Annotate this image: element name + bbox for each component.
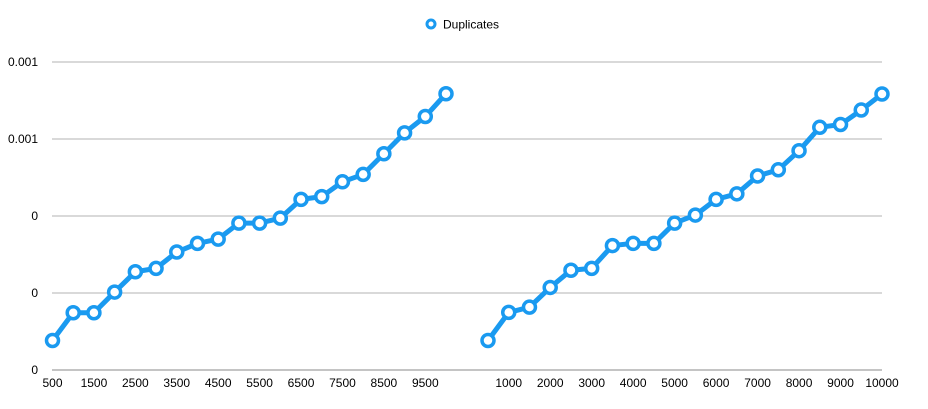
data-point — [106, 284, 123, 300]
data-point — [189, 235, 206, 252]
data-point — [169, 244, 185, 260]
data-point — [770, 162, 787, 178]
data-point — [480, 332, 496, 349]
data-point — [583, 260, 600, 277]
data-point — [646, 235, 662, 252]
x-tick-label: 4500 — [205, 376, 232, 390]
data-point — [791, 142, 807, 159]
data-point — [293, 191, 309, 208]
data-point — [231, 215, 247, 231]
data-point — [376, 146, 392, 162]
data-point — [729, 186, 745, 202]
data-point — [687, 207, 704, 223]
data-point — [874, 86, 890, 102]
x-tick-label: 5000 — [661, 376, 688, 390]
x-tick-label: 6000 — [703, 376, 730, 390]
x-tick-label: 3500 — [163, 376, 190, 390]
data-point — [65, 304, 81, 321]
y-axis-tick-labels: 0 0 0 0.001 0.001 — [8, 55, 38, 377]
y-tick-label: 0.001 — [8, 55, 38, 69]
data-point — [251, 215, 268, 231]
x-tick-label: 7500 — [329, 376, 356, 390]
gridlines — [52, 61, 882, 371]
x-tick-label: 4000 — [620, 376, 647, 390]
x-tick-label: 2000 — [537, 376, 564, 390]
data-point — [86, 304, 102, 321]
data-point — [396, 125, 413, 141]
y-tick-label: 0 — [31, 286, 38, 300]
y-tick-label: 0.001 — [8, 132, 38, 146]
data-point — [417, 108, 434, 125]
data-point — [272, 210, 289, 226]
x-tick-label: 500 — [42, 376, 62, 390]
x-axis-tick-labels: 500 1500 2500 3500 4500 5500 6500 7500 8500 9500 1… — [42, 376, 899, 390]
x-tick-label: 9000 — [827, 376, 854, 390]
series-duplicates — [44, 85, 890, 349]
legend: Duplicates — [425, 18, 499, 32]
legend-marker — [425, 18, 437, 30]
x-tick-label: 2500 — [122, 376, 149, 390]
x-tick-label: 8500 — [371, 376, 398, 390]
data-point — [500, 304, 517, 321]
data-point — [334, 174, 351, 190]
x-tick-label: 9500 — [412, 376, 439, 390]
data-point — [44, 332, 61, 349]
data-point — [604, 237, 621, 254]
y-tick-label: 0 — [31, 209, 38, 223]
data-point — [355, 166, 371, 183]
x-tick-label: 8000 — [786, 376, 813, 390]
data-point — [853, 102, 870, 118]
data-point — [521, 299, 538, 315]
data-point — [438, 85, 454, 102]
data-point — [812, 119, 828, 136]
series-line — [50, 91, 449, 343]
x-tick-label: 1000 — [495, 376, 522, 390]
data-point — [625, 235, 641, 252]
data-point — [127, 263, 144, 280]
data-point — [749, 168, 766, 184]
y-tick-label: 0 — [31, 363, 38, 377]
data-point — [210, 231, 226, 247]
data-point — [832, 116, 849, 133]
data-point — [313, 188, 330, 205]
data-point — [148, 260, 164, 277]
x-tick-label: 6500 — [288, 376, 315, 390]
data-point — [563, 262, 579, 278]
x-tick-label: 10000 — [865, 376, 899, 390]
legend-label: Duplicates — [443, 18, 499, 32]
data-point — [542, 279, 558, 296]
x-tick-label: 3000 — [578, 376, 605, 390]
x-tick-label: 5500 — [246, 376, 273, 390]
x-tick-label: 7000 — [744, 376, 771, 390]
x-tick-label: 1500 — [81, 376, 108, 390]
data-point — [708, 191, 724, 208]
data-point — [666, 215, 683, 231]
